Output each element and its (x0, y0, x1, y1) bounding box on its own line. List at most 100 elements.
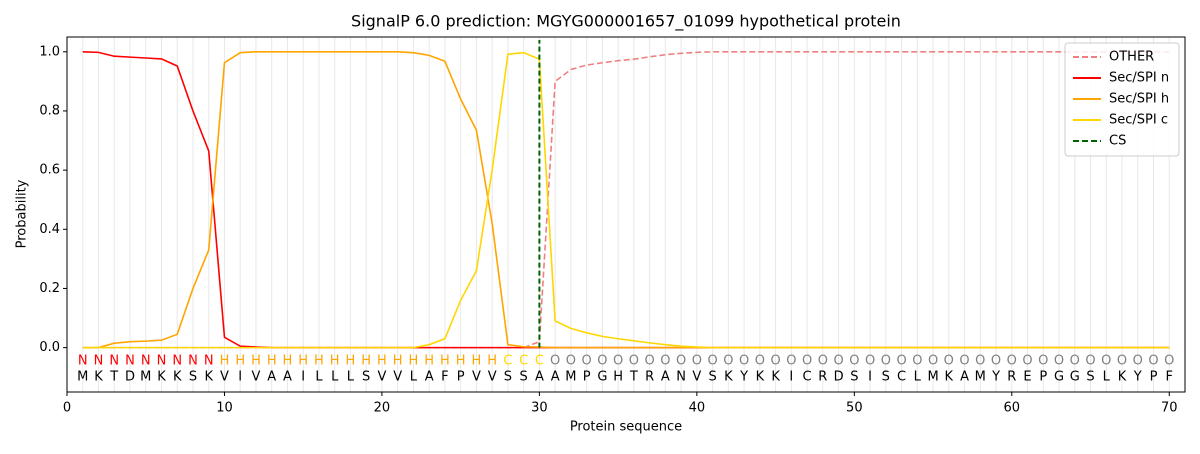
region-label: O (912, 354, 922, 369)
residue-label: T (629, 370, 638, 385)
region-label: H (456, 354, 466, 369)
residue-label: G (597, 370, 607, 385)
residue-label: P (457, 370, 465, 385)
region-label: O (1054, 354, 1064, 369)
region-label: H (314, 354, 324, 369)
region-label: O (881, 354, 891, 369)
residue-label: V (692, 370, 701, 385)
region-label: O (818, 354, 828, 369)
residue-label: F (1166, 370, 1173, 385)
region-label: O (786, 354, 796, 369)
residue-label: M (927, 370, 938, 385)
residue-label: L (315, 370, 323, 385)
region-label: N (204, 354, 214, 369)
region-label: O (739, 354, 749, 369)
x-tick-label: 30 (531, 401, 548, 416)
region-label: O (849, 354, 859, 369)
residue-label: S (520, 370, 528, 385)
residue-label: A (425, 370, 434, 385)
residue-label: V (252, 370, 261, 385)
residue-label: L (914, 370, 922, 385)
region-label: O (1007, 354, 1017, 369)
region-label: C (503, 354, 512, 369)
residue-label: V (488, 370, 497, 385)
region-label: N (188, 354, 198, 369)
region-label: H (283, 354, 293, 369)
residue-label: S (504, 370, 512, 385)
region-label: C (535, 354, 544, 369)
region-label: N (125, 354, 135, 369)
y-tick-label: 0.2 (39, 281, 60, 296)
region-label: N (109, 354, 119, 369)
residue-label: I (789, 370, 793, 385)
residue-label: A (535, 370, 544, 385)
residue-label: K (157, 370, 166, 385)
residue-label: K (204, 370, 213, 385)
residue-label: S (189, 370, 197, 385)
residue-label: P (583, 370, 591, 385)
residue-label: D (834, 370, 844, 385)
region-label: H (361, 354, 371, 369)
residue-label: Y (991, 370, 1000, 385)
residue-label: S (882, 370, 890, 385)
region-label: O (1085, 354, 1095, 369)
region-label: O (802, 354, 812, 369)
region-label: O (928, 354, 938, 369)
residue-label: R (818, 370, 827, 385)
region-label: H (251, 354, 261, 369)
residue-label: S (362, 370, 370, 385)
region-label: O (1133, 354, 1143, 369)
residue-label: K (724, 370, 733, 385)
region-label: O (959, 354, 969, 369)
plot-frame (66, 36, 1186, 393)
residue-label: M (565, 370, 576, 385)
region-label: O (629, 354, 639, 369)
region-label: O (692, 354, 702, 369)
region-label: N (94, 354, 104, 369)
region-label: O (1148, 354, 1158, 369)
residue-label: I (301, 370, 305, 385)
residue-label: C (897, 370, 906, 385)
residue-label: K (756, 370, 765, 385)
region-label: H (440, 354, 450, 369)
residue-label: G (1070, 370, 1080, 385)
residue-label: D (125, 370, 135, 385)
region-label: O (755, 354, 765, 369)
residue-label: K (945, 370, 954, 385)
x-tick-label: 10 (216, 401, 233, 416)
region-label: H (346, 354, 356, 369)
residue-label: V (393, 370, 402, 385)
residue-label: Y (739, 370, 748, 385)
residue-label: N (676, 370, 686, 385)
legend-box (1064, 42, 1180, 157)
residue-label: Y (1133, 370, 1142, 385)
residue-label: L (347, 370, 355, 385)
region-label: O (707, 354, 717, 369)
x-tick-label: 60 (1004, 401, 1021, 416)
residue-label: P (1039, 370, 1047, 385)
region-label: O (1022, 354, 1032, 369)
region-label: O (1101, 354, 1111, 369)
residue-label: M (77, 370, 88, 385)
legend-label: Sec/SPI n (1109, 71, 1169, 86)
region-label: O (550, 354, 560, 369)
region-label: O (865, 354, 875, 369)
y-tick-label: 0.6 (39, 163, 60, 178)
region-label: O (1164, 354, 1174, 369)
region-label: O (944, 354, 954, 369)
region-label: H (487, 354, 497, 369)
residue-label: S (1086, 370, 1094, 385)
residue-label: K (94, 370, 103, 385)
residue-label: C (803, 370, 812, 385)
region-label: H (424, 354, 434, 369)
residue-label: V (472, 370, 481, 385)
region-label: H (267, 354, 277, 369)
region-label: H (377, 354, 387, 369)
y-tick-label: 0.4 (39, 222, 60, 237)
residue-label: R (645, 370, 654, 385)
x-tick-label: 40 (689, 401, 706, 416)
x-axis-label: Protein sequence (570, 420, 682, 435)
y-tick-label: 0.0 (39, 340, 60, 355)
region-label: O (896, 354, 906, 369)
y-tick-label: 0.8 (39, 103, 60, 118)
